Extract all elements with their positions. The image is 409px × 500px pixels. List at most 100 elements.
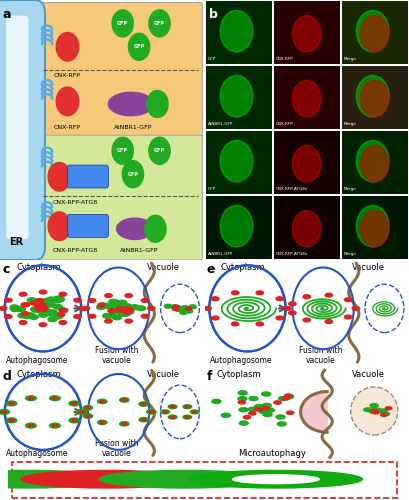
FancyBboxPatch shape: [67, 165, 108, 188]
Circle shape: [256, 291, 263, 295]
Circle shape: [28, 424, 34, 427]
Text: CNX-RFP: CNX-RFP: [276, 57, 293, 61]
Circle shape: [373, 408, 382, 412]
Circle shape: [279, 396, 288, 400]
Circle shape: [185, 406, 190, 407]
Circle shape: [139, 402, 148, 406]
Circle shape: [112, 303, 121, 308]
Circle shape: [26, 396, 36, 400]
Text: Vacuole: Vacuole: [147, 263, 180, 272]
Circle shape: [183, 415, 191, 419]
Circle shape: [0, 306, 7, 310]
Circle shape: [98, 303, 107, 308]
Circle shape: [72, 419, 77, 422]
Circle shape: [1, 410, 7, 413]
Circle shape: [173, 305, 180, 308]
Circle shape: [97, 400, 107, 404]
Text: CNX-RFP-ATG8: CNX-RFP-ATG8: [53, 200, 98, 205]
Circle shape: [239, 408, 248, 412]
Circle shape: [114, 307, 123, 312]
Circle shape: [119, 305, 128, 310]
Circle shape: [109, 300, 118, 304]
Text: Merge: Merge: [344, 122, 357, 126]
Text: GFP: GFP: [117, 148, 128, 154]
Circle shape: [38, 310, 47, 314]
Circle shape: [69, 401, 80, 406]
Circle shape: [292, 210, 321, 247]
Circle shape: [169, 405, 177, 408]
Text: Cytoplasm: Cytoplasm: [16, 263, 61, 272]
Circle shape: [116, 308, 124, 312]
Circle shape: [119, 309, 128, 314]
Circle shape: [117, 306, 124, 310]
Text: Vacuole: Vacuole: [147, 370, 180, 380]
Circle shape: [97, 420, 107, 424]
Circle shape: [171, 305, 179, 308]
Circle shape: [31, 307, 40, 312]
Circle shape: [325, 320, 333, 324]
Circle shape: [249, 396, 258, 400]
Circle shape: [255, 408, 262, 411]
Text: Insoluble cargos: Insoluble cargos: [284, 474, 346, 484]
FancyBboxPatch shape: [12, 462, 397, 498]
Text: Vacuole: Vacuole: [352, 263, 385, 272]
Circle shape: [112, 306, 121, 310]
Circle shape: [26, 423, 36, 428]
Circle shape: [263, 404, 272, 407]
Circle shape: [122, 304, 131, 308]
Circle shape: [373, 411, 379, 414]
Circle shape: [325, 293, 333, 297]
Circle shape: [146, 410, 156, 414]
Text: CNX-RFP: CNX-RFP: [54, 125, 81, 130]
Circle shape: [105, 294, 112, 298]
Text: c: c: [2, 263, 9, 276]
Circle shape: [189, 305, 196, 308]
Circle shape: [121, 312, 130, 316]
Circle shape: [364, 408, 372, 412]
Circle shape: [125, 310, 134, 314]
Ellipse shape: [365, 284, 404, 333]
Circle shape: [371, 408, 380, 412]
Circle shape: [46, 311, 55, 316]
Circle shape: [238, 391, 247, 395]
Circle shape: [282, 396, 290, 400]
Circle shape: [32, 308, 41, 312]
Text: Fusion with
vacuole: Fusion with vacuole: [95, 439, 138, 458]
Circle shape: [113, 308, 122, 313]
Circle shape: [47, 297, 56, 302]
Circle shape: [110, 306, 119, 310]
Circle shape: [85, 415, 90, 417]
Circle shape: [118, 311, 127, 316]
Circle shape: [276, 297, 283, 300]
Text: Fusion with
vacuole: Fusion with vacuole: [95, 346, 138, 366]
Circle shape: [48, 310, 57, 314]
Circle shape: [289, 302, 296, 306]
Circle shape: [303, 295, 310, 298]
Circle shape: [35, 307, 43, 311]
Circle shape: [139, 418, 148, 422]
FancyBboxPatch shape: [6, 16, 29, 239]
Circle shape: [100, 422, 105, 424]
Circle shape: [385, 407, 392, 410]
Circle shape: [124, 307, 131, 310]
Circle shape: [57, 312, 65, 316]
Circle shape: [105, 319, 112, 323]
Circle shape: [204, 306, 211, 310]
Circle shape: [249, 412, 256, 415]
Circle shape: [118, 300, 127, 305]
Circle shape: [262, 406, 270, 410]
Circle shape: [23, 314, 32, 318]
Circle shape: [360, 80, 389, 117]
Circle shape: [31, 302, 38, 305]
Circle shape: [46, 302, 55, 307]
Circle shape: [360, 16, 389, 52]
Circle shape: [56, 297, 65, 302]
Circle shape: [185, 309, 193, 313]
Circle shape: [220, 206, 253, 247]
Circle shape: [220, 140, 253, 182]
Circle shape: [238, 400, 245, 404]
Circle shape: [49, 396, 60, 400]
Circle shape: [40, 303, 49, 308]
Text: GFP: GFP: [207, 57, 216, 61]
Circle shape: [116, 306, 125, 312]
